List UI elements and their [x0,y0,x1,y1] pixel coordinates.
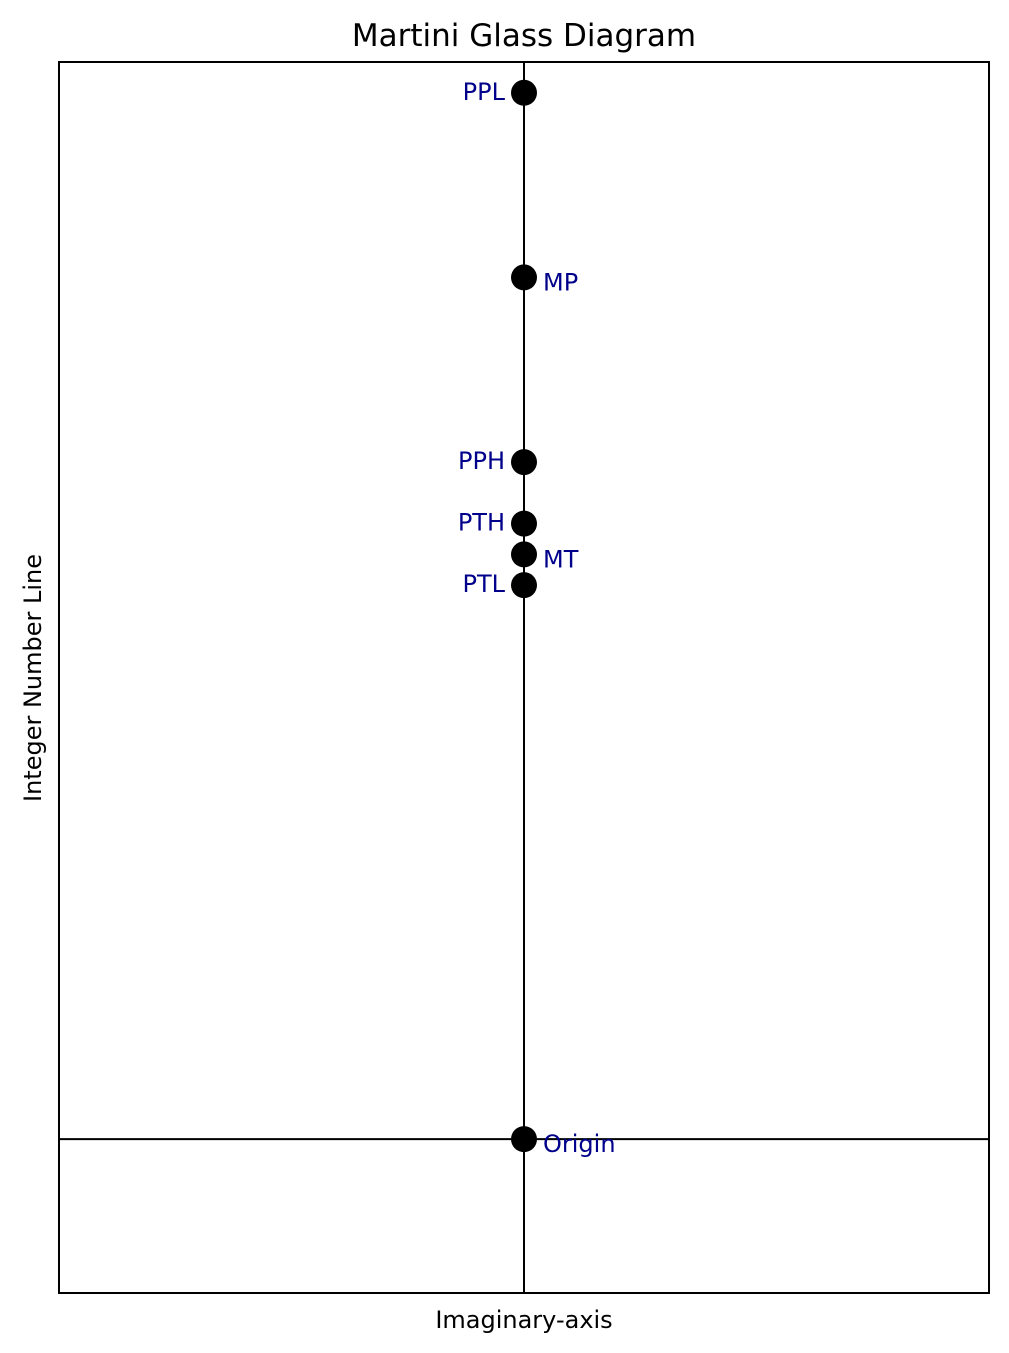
point-label-ppl: PPL [463,78,506,106]
x-axis-label: Imaginary-axis [435,1306,612,1334]
chart-title: Martini Glass Diagram [352,18,696,54]
point-label-ptl: PTL [462,570,505,598]
point-marker-ptl [511,572,537,599]
data-points: PPL MP PPH PTH MT PTL Origin [458,78,616,1158]
point-label-pph: PPH [458,447,505,475]
point-marker-origin [511,1126,537,1153]
point-marker-pph [511,449,537,476]
point-marker-mp [511,264,537,291]
y-axis-label: Integer Number Line [19,554,47,802]
point-label-origin: Origin [543,1130,616,1158]
point-label-mp: MP [543,268,578,296]
point-marker-pth [511,510,537,537]
point-marker-ppl [511,79,537,106]
point-label-pth: PTH [458,509,505,537]
point-marker-mt [511,541,537,568]
point-label-mt: MT [543,545,579,573]
